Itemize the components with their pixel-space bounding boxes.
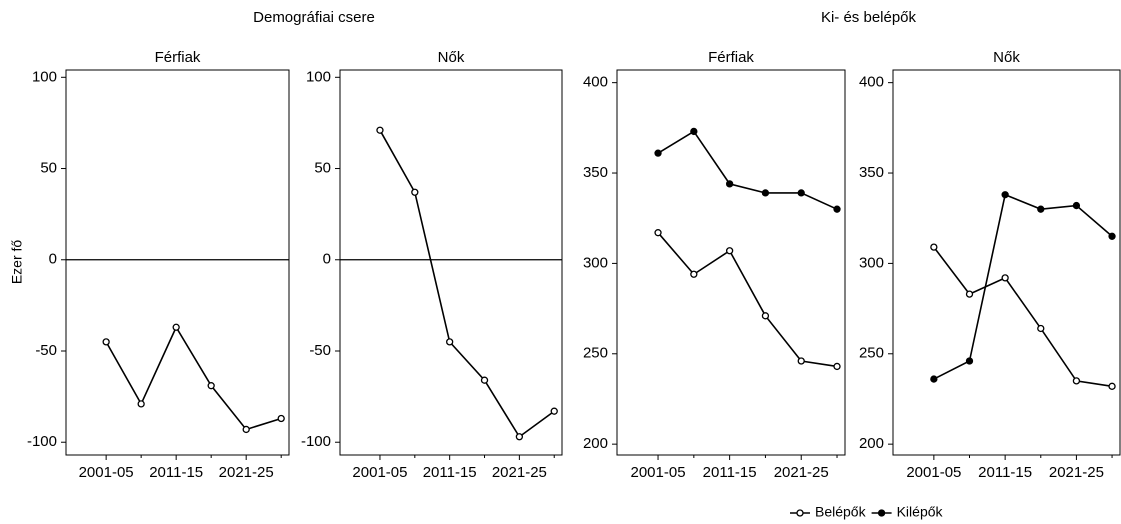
data-point [797,189,805,197]
y-tick-label: 400 [859,74,884,91]
x-tick-label: 2011-15 [149,464,203,481]
x-tick-label: 2021-25 [492,464,547,481]
y-tick-label: -100 [301,433,331,450]
series-line [657,130,838,210]
data-point [690,127,698,136]
y-tick-label: 200 [583,435,608,452]
x-tick-label: 2021-25 [1049,464,1104,481]
y-tick-label: 0 [49,251,57,268]
group-title: Ki- és belépők [821,9,917,26]
data-point [1108,232,1116,240]
data-point [690,270,698,278]
y-tick-label: 350 [583,164,608,181]
y-tick-label: 50 [314,159,331,176]
data-point [965,357,974,365]
data-point [725,180,734,188]
panel-frame [339,69,563,456]
x-tick-label: 2001-05 [79,464,134,481]
data-point [550,407,558,415]
group-title: Demográfiai csere [253,9,375,26]
y-tick-label: -50 [309,342,331,359]
y-tick-label: 400 [583,74,608,91]
data-point [102,338,110,346]
data-point [654,229,662,237]
x-tick-label: 2001-05 [631,464,686,481]
data-point [1037,205,1045,213]
y-tick-label: 100 [32,68,57,85]
legend-label: Belépők [815,504,867,520]
x-tick-label: 2011-15 [423,464,477,481]
y-tick-label: 0 [323,251,331,268]
legend-marker [796,509,804,517]
y-tick-label: 250 [583,345,608,362]
x-tick-label: 2011-15 [703,464,757,481]
series-line [657,232,838,368]
data-point [797,357,805,365]
data-point [761,189,770,197]
data-point [242,425,250,434]
data-point [277,414,285,423]
data-point [137,400,145,408]
y-axis-label: Ezer fő [9,240,25,285]
data-point [1108,382,1116,390]
data-point [1072,201,1081,210]
data-point [1037,324,1045,333]
panel-frame [616,69,846,456]
y-tick-label: 350 [859,164,884,181]
y-tick-label: -100 [27,433,57,450]
y-tick-label: 300 [859,254,884,271]
data-point [1001,191,1009,199]
series-line [933,246,1113,388]
data-point [172,323,180,331]
data-point [480,376,489,384]
panel-frame [65,69,290,456]
y-tick-label: 250 [859,345,884,362]
panel-title: Férfiak [155,49,201,66]
series-line [933,193,1113,380]
data-point [1072,377,1081,385]
data-point [654,149,662,157]
data-point [376,126,384,134]
y-tick-label: 200 [859,435,884,452]
x-tick-label: 2021-25 [774,464,829,481]
data-point [207,382,215,390]
series-line [379,129,555,438]
data-point [965,290,974,298]
data-point [930,375,938,383]
legend-marker [877,509,886,517]
y-tick-label: 50 [40,159,57,176]
data-point [761,312,770,320]
panel-title: Nők [993,49,1020,66]
data-point [930,243,938,251]
data-point [833,362,841,371]
panel-title: Nők [438,49,465,66]
x-tick-label: 2001-05 [906,464,961,481]
data-point [725,247,734,255]
legend-label: Kilépők [897,504,944,520]
y-tick-label: -50 [35,342,57,359]
x-tick-label: 2001-05 [352,464,407,481]
data-point [446,338,454,346]
data-point [833,205,841,213]
data-point [515,433,524,441]
series-line [105,325,282,431]
data-point [1001,274,1009,282]
x-tick-label: 2011-15 [978,464,1032,481]
y-tick-label: 300 [583,254,608,271]
data-point [411,188,419,196]
y-tick-label: 100 [306,68,331,85]
x-tick-label: 2021-25 [219,464,274,481]
panel-frame [892,69,1121,456]
panel-title: Férfiak [708,49,754,66]
